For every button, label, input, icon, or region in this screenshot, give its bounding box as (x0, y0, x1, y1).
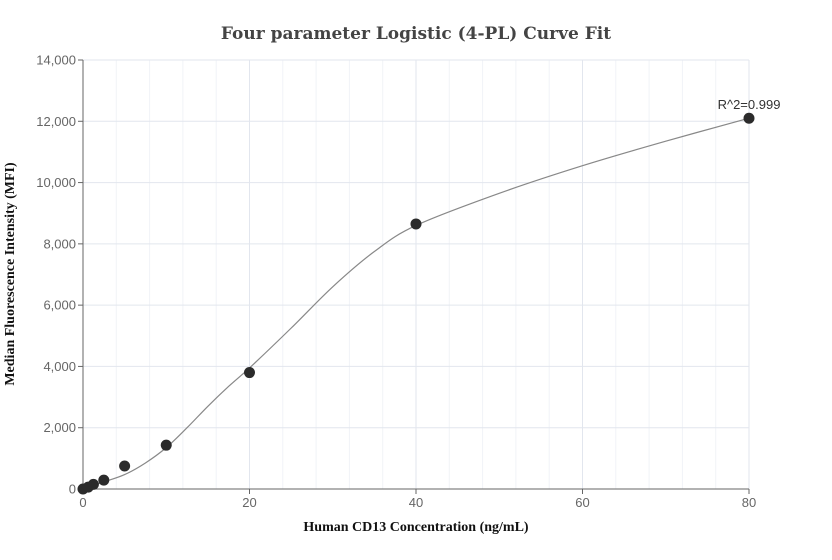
data-point (98, 474, 110, 486)
grid-minor (115, 60, 717, 489)
x-tick-label: 0 (79, 495, 86, 510)
y-tick-label: 12,000 (36, 114, 76, 129)
data-point (743, 112, 755, 124)
data-points (77, 112, 755, 495)
data-point (87, 478, 99, 490)
y-tick-label: 2,000 (43, 420, 76, 435)
y-tick-label: 6,000 (43, 298, 76, 313)
data-point (244, 367, 255, 379)
data-point (410, 218, 422, 230)
x-tick-label: 60 (575, 495, 589, 510)
y-tick-label: 8,000 (43, 236, 76, 251)
r-squared-annotation: R^2=0.999 (718, 97, 781, 112)
y-tick-label: 4,000 (43, 359, 76, 374)
y-tick-label: 10,000 (36, 175, 76, 190)
y-axis-label: Median Fluorescence Intensity (MFI) (3, 162, 18, 386)
fit-curve (82, 117, 750, 490)
grid-major (83, 59, 750, 489)
y-tick-label: 0 (69, 482, 76, 497)
data-point (119, 460, 131, 472)
x-tick-label: 80 (742, 495, 756, 510)
x-axis-label: Human CD13 Concentration (ng/mL) (303, 520, 529, 535)
y-tick-label: 14,000 (36, 53, 76, 68)
y-axis-ticks: 0 2,000 4,000 6,000 8,000 10,000 12,000 14,000 (36, 53, 83, 497)
x-tick-label: 20 (242, 495, 256, 510)
data-point (160, 439, 172, 451)
x-axis-ticks: 0 20 40 60 80 (79, 489, 756, 510)
chart-title: Four parameter Logistic (4-PL) Curve Fit (221, 24, 611, 44)
x-tick-label: 40 (409, 495, 423, 510)
